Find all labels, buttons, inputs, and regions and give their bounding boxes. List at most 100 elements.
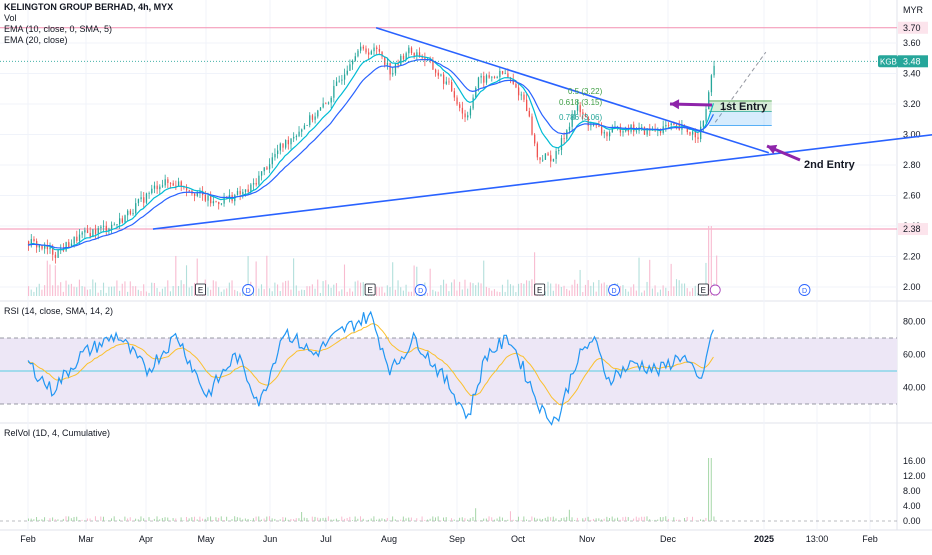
candle-body[interactable] bbox=[213, 201, 214, 203]
candle-body[interactable] bbox=[328, 102, 329, 103]
candle-body[interactable] bbox=[531, 116, 532, 134]
candle-body[interactable] bbox=[146, 193, 147, 202]
candle-body[interactable] bbox=[435, 70, 436, 73]
vol-legend[interactable]: Vol bbox=[4, 13, 173, 24]
candle-body[interactable] bbox=[462, 108, 463, 114]
candle-body[interactable] bbox=[470, 108, 471, 115]
candle-body[interactable] bbox=[644, 127, 645, 135]
candle-body[interactable] bbox=[521, 95, 522, 96]
candle-body[interactable] bbox=[205, 195, 206, 201]
candle-body[interactable] bbox=[507, 73, 508, 77]
candle-body[interactable] bbox=[502, 71, 503, 74]
candle-body[interactable] bbox=[170, 183, 171, 184]
candle-body[interactable] bbox=[555, 151, 556, 159]
candle-body[interactable] bbox=[534, 135, 535, 144]
candle-body[interactable] bbox=[349, 64, 350, 70]
candle-body[interactable] bbox=[178, 181, 179, 186]
candle-body[interactable] bbox=[74, 237, 75, 244]
candle-body[interactable] bbox=[135, 203, 136, 213]
candle-body[interactable] bbox=[411, 48, 412, 53]
candle-body[interactable] bbox=[590, 125, 591, 126]
candle-body[interactable] bbox=[564, 138, 565, 139]
candle-body[interactable] bbox=[389, 63, 390, 75]
candle-body[interactable] bbox=[478, 77, 479, 87]
candle-body[interactable] bbox=[39, 245, 40, 247]
candle-body[interactable] bbox=[692, 131, 693, 134]
candle-body[interactable] bbox=[518, 87, 519, 95]
candle-body[interactable] bbox=[703, 121, 704, 127]
candle-body[interactable] bbox=[365, 49, 366, 53]
candle-body[interactable] bbox=[210, 196, 211, 204]
candle-body[interactable] bbox=[357, 51, 358, 57]
candle-body[interactable] bbox=[116, 224, 117, 225]
candle-body[interactable] bbox=[545, 153, 546, 159]
ema-fast-legend[interactable]: EMA (10, close, 0, SMA, 5) bbox=[4, 24, 173, 35]
candle-body[interactable] bbox=[218, 202, 219, 204]
candle-body[interactable] bbox=[408, 48, 409, 54]
candle-body[interactable] bbox=[240, 191, 241, 194]
candle-body[interactable] bbox=[515, 84, 516, 88]
candle-body[interactable] bbox=[207, 196, 208, 201]
candle-body[interactable] bbox=[636, 131, 637, 132]
candle-body[interactable] bbox=[269, 164, 270, 169]
candle-body[interactable] bbox=[622, 131, 623, 132]
candle-body[interactable] bbox=[320, 107, 321, 110]
candle-body[interactable] bbox=[65, 242, 66, 250]
candle-body[interactable] bbox=[464, 113, 465, 117]
candle-body[interactable] bbox=[333, 86, 334, 98]
candle-body[interactable] bbox=[253, 183, 254, 184]
candle-body[interactable] bbox=[700, 127, 701, 139]
candle-body[interactable] bbox=[151, 189, 152, 193]
candle-body[interactable] bbox=[355, 56, 356, 61]
candle-body[interactable] bbox=[689, 132, 690, 134]
candle-body[interactable] bbox=[127, 211, 128, 216]
candle-body[interactable] bbox=[293, 137, 294, 139]
candle-body[interactable] bbox=[671, 123, 672, 125]
candle-body[interactable] bbox=[143, 197, 144, 202]
candle-body[interactable] bbox=[167, 179, 168, 183]
ema-slow-legend[interactable]: EMA (20, close) bbox=[4, 35, 173, 46]
rsi-legend[interactable]: RSI (14, close, SMA, 14, 2) bbox=[4, 306, 113, 317]
relvol-legend[interactable]: RelVol (1D, 4, Cumulative) bbox=[4, 428, 110, 439]
candle-body[interactable] bbox=[266, 167, 267, 169]
candle-body[interactable] bbox=[403, 56, 404, 59]
candle-body[interactable] bbox=[376, 48, 377, 49]
candle-body[interactable] bbox=[140, 197, 141, 199]
candle-body[interactable] bbox=[384, 57, 385, 65]
candle-body[interactable] bbox=[336, 82, 337, 86]
candle-body[interactable] bbox=[119, 218, 120, 224]
candle-body[interactable] bbox=[491, 77, 492, 78]
candle-body[interactable] bbox=[290, 138, 291, 144]
candle-body[interactable] bbox=[344, 74, 345, 79]
candle-body[interactable] bbox=[124, 215, 125, 222]
candle-body[interactable] bbox=[558, 150, 559, 151]
candle-body[interactable] bbox=[194, 194, 195, 196]
candle-body[interactable] bbox=[451, 82, 452, 91]
candle-body[interactable] bbox=[406, 53, 407, 59]
candle-body[interactable] bbox=[475, 88, 476, 98]
candle-body[interactable] bbox=[312, 115, 313, 119]
candle-body[interactable] bbox=[55, 255, 56, 258]
candle-body[interactable] bbox=[392, 73, 393, 74]
candle-body[interactable] bbox=[459, 104, 460, 108]
candle-body[interactable] bbox=[111, 225, 112, 229]
candle-body[interactable] bbox=[258, 176, 259, 185]
candle-body[interactable] bbox=[298, 132, 299, 136]
candle-body[interactable] bbox=[221, 204, 222, 205]
candle-body[interactable] bbox=[486, 75, 487, 82]
candle-body[interactable] bbox=[400, 56, 401, 65]
candle-body[interactable] bbox=[713, 66, 714, 75]
candle-body[interactable] bbox=[57, 250, 58, 258]
candle-body[interactable] bbox=[264, 167, 265, 171]
candle-body[interactable] bbox=[323, 103, 324, 107]
candle-body[interactable] bbox=[103, 226, 104, 227]
candle-body[interactable] bbox=[454, 91, 455, 97]
candle-body[interactable] bbox=[569, 127, 570, 130]
candle-body[interactable] bbox=[33, 239, 34, 241]
candle-body[interactable] bbox=[272, 157, 273, 164]
candle-body[interactable] bbox=[277, 150, 278, 154]
candle-body[interactable] bbox=[130, 211, 131, 215]
candle-body[interactable] bbox=[673, 123, 674, 124]
candle-body[interactable] bbox=[472, 98, 473, 109]
